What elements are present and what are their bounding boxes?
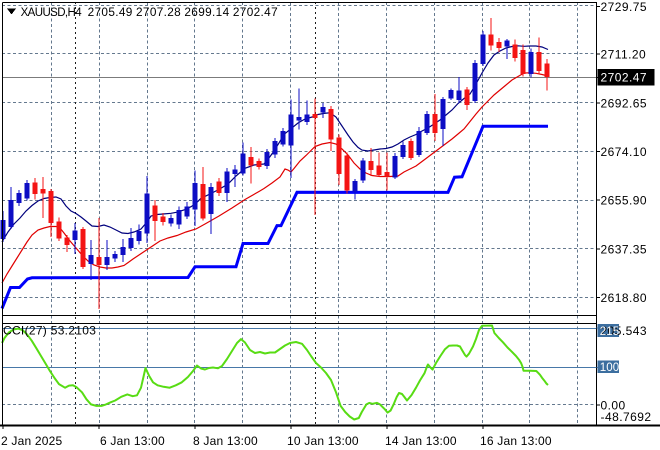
svg-text:6 Jan 13:00: 6 Jan 13:00: [100, 434, 165, 448]
svg-text:-48.7692: -48.7692: [601, 410, 652, 424]
svg-text:2674.10: 2674.10: [601, 145, 648, 159]
svg-text:100: 100: [600, 361, 619, 374]
svg-text:2705.49: 2705.49: [88, 5, 133, 19]
svg-text:2637.35: 2637.35: [601, 242, 648, 256]
svg-text:10 Jan 13:00: 10 Jan 13:00: [287, 434, 359, 448]
svg-text:2707.28: 2707.28: [136, 5, 181, 19]
svg-text:0.00: 0.00: [601, 398, 626, 412]
svg-text:8 Jan 13:00: 8 Jan 13:00: [193, 434, 258, 448]
svg-text:2702.47: 2702.47: [233, 5, 278, 19]
svg-text:CCI(27) 53.2103: CCI(27) 53.2103: [3, 324, 96, 338]
svg-text:14 Jan 13:00: 14 Jan 13:00: [385, 434, 457, 448]
svg-text:2618.80: 2618.80: [601, 291, 648, 305]
svg-text:2699.14: 2699.14: [184, 5, 229, 19]
svg-text:2729.75: 2729.75: [601, 0, 648, 14]
svg-text:2702.47: 2702.47: [601, 71, 648, 85]
svg-text:2692.65: 2692.65: [601, 96, 648, 110]
svg-text:XAUUSD,H4: XAUUSD,H4: [21, 7, 83, 19]
svg-text:16 Jan 13:00: 16 Jan 13:00: [480, 434, 552, 448]
svg-text:2711.20: 2711.20: [601, 47, 647, 61]
svg-text:2 Jan 2025: 2 Jan 2025: [1, 434, 63, 448]
svg-text:205.543: 205.543: [601, 324, 648, 338]
svg-text:215: 215: [600, 325, 619, 338]
svg-text:2655.90: 2655.90: [601, 193, 648, 207]
